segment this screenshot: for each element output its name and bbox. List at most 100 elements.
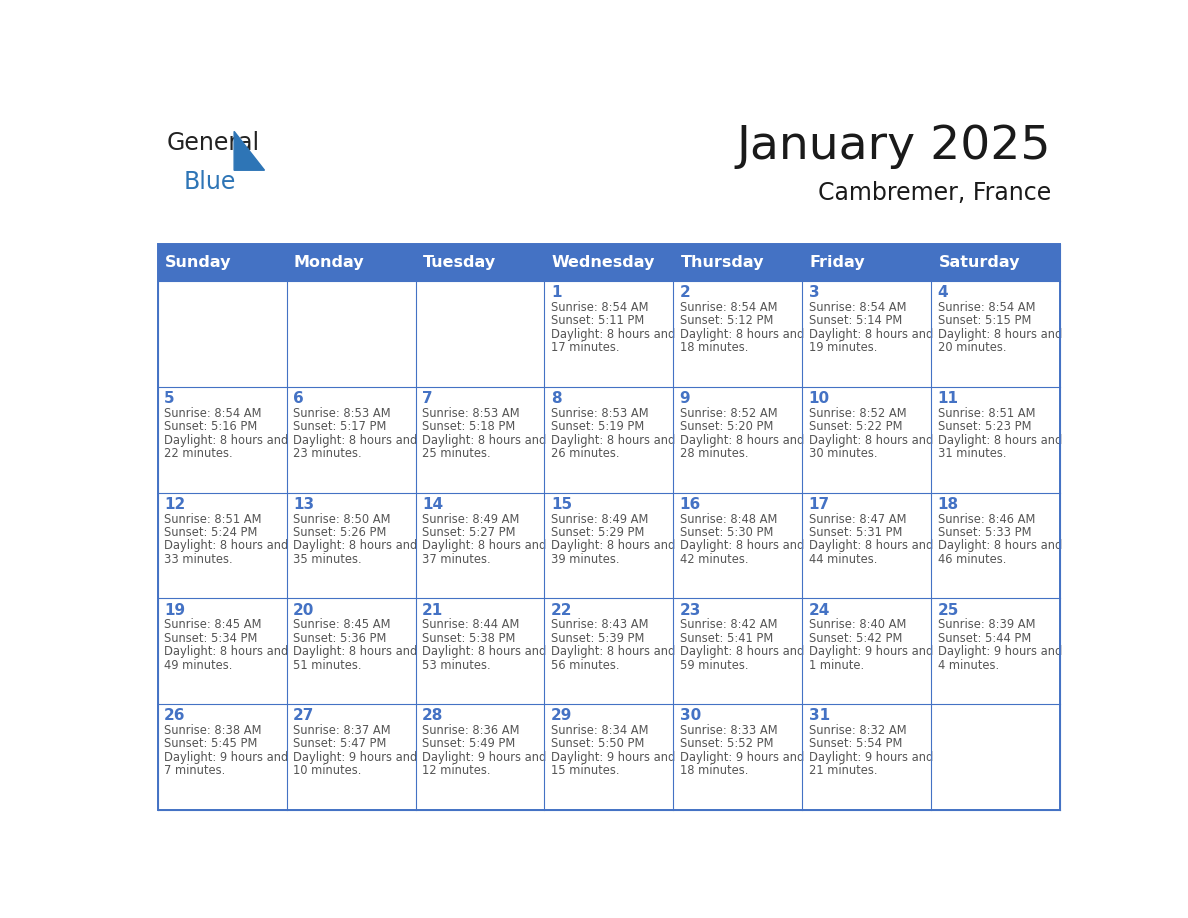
Text: 4: 4 (937, 285, 948, 300)
Text: Sunrise: 8:38 AM: Sunrise: 8:38 AM (164, 724, 261, 737)
Text: 20 minutes.: 20 minutes. (937, 341, 1006, 354)
Text: 21: 21 (422, 603, 443, 618)
Text: Sunrise: 8:43 AM: Sunrise: 8:43 AM (551, 618, 649, 632)
Text: Sunset: 5:20 PM: Sunset: 5:20 PM (680, 420, 773, 433)
Text: Daylight: 8 hours and: Daylight: 8 hours and (809, 433, 933, 447)
Text: 12: 12 (164, 497, 185, 512)
Text: Sunset: 5:39 PM: Sunset: 5:39 PM (551, 632, 644, 644)
Text: Sunrise: 8:42 AM: Sunrise: 8:42 AM (680, 618, 777, 632)
Text: Sunrise: 8:33 AM: Sunrise: 8:33 AM (680, 724, 777, 737)
Polygon shape (234, 131, 265, 170)
Text: Sunset: 5:33 PM: Sunset: 5:33 PM (937, 526, 1031, 539)
Text: 31 minutes.: 31 minutes. (937, 447, 1006, 460)
Text: Daylight: 8 hours and: Daylight: 8 hours and (937, 328, 1062, 341)
Text: General: General (166, 131, 260, 155)
Text: Sunrise: 8:49 AM: Sunrise: 8:49 AM (422, 512, 519, 525)
Text: 22: 22 (551, 603, 573, 618)
Text: 22 minutes.: 22 minutes. (164, 447, 233, 460)
Text: Sunset: 5:30 PM: Sunset: 5:30 PM (680, 526, 773, 539)
Text: 7: 7 (422, 391, 432, 406)
Text: 7 minutes.: 7 minutes. (164, 765, 226, 778)
Text: 14: 14 (422, 497, 443, 512)
Text: Sunset: 5:42 PM: Sunset: 5:42 PM (809, 632, 902, 644)
Text: Daylight: 8 hours and: Daylight: 8 hours and (551, 328, 675, 341)
Text: Sunrise: 8:54 AM: Sunrise: 8:54 AM (164, 407, 261, 420)
Text: Sunrise: 8:54 AM: Sunrise: 8:54 AM (937, 301, 1035, 314)
Text: 15: 15 (551, 497, 571, 512)
Text: 18 minutes.: 18 minutes. (680, 765, 748, 778)
Text: 5: 5 (164, 391, 175, 406)
Text: Sunrise: 8:45 AM: Sunrise: 8:45 AM (164, 618, 261, 632)
Text: 17 minutes.: 17 minutes. (551, 341, 619, 354)
Text: Sunset: 5:12 PM: Sunset: 5:12 PM (680, 315, 773, 328)
Text: Sunset: 5:22 PM: Sunset: 5:22 PM (809, 420, 902, 433)
Text: Daylight: 8 hours and: Daylight: 8 hours and (422, 645, 546, 658)
Text: Daylight: 9 hours and: Daylight: 9 hours and (293, 751, 417, 764)
Text: 1: 1 (551, 285, 562, 300)
Text: 19 minutes.: 19 minutes. (809, 341, 877, 354)
Text: Daylight: 8 hours and: Daylight: 8 hours and (164, 645, 289, 658)
Text: Sunset: 5:41 PM: Sunset: 5:41 PM (680, 632, 773, 644)
Text: Monday: Monday (293, 255, 365, 270)
Text: Daylight: 8 hours and: Daylight: 8 hours and (164, 433, 289, 447)
Text: 19: 19 (164, 603, 185, 618)
Text: Sunset: 5:26 PM: Sunset: 5:26 PM (293, 526, 386, 539)
Text: Daylight: 9 hours and: Daylight: 9 hours and (164, 751, 289, 764)
Text: 59 minutes.: 59 minutes. (680, 658, 748, 672)
Text: Sunrise: 8:36 AM: Sunrise: 8:36 AM (422, 724, 519, 737)
Text: 30 minutes.: 30 minutes. (809, 447, 877, 460)
Text: Sunset: 5:36 PM: Sunset: 5:36 PM (293, 632, 386, 644)
Text: Daylight: 9 hours and: Daylight: 9 hours and (680, 751, 804, 764)
Text: Sunset: 5:52 PM: Sunset: 5:52 PM (680, 737, 773, 750)
Text: Daylight: 8 hours and: Daylight: 8 hours and (293, 433, 417, 447)
Text: 13: 13 (293, 497, 314, 512)
Text: Sunrise: 8:53 AM: Sunrise: 8:53 AM (293, 407, 391, 420)
Text: 12 minutes.: 12 minutes. (422, 765, 491, 778)
Text: Saturday: Saturday (939, 255, 1020, 270)
Text: 2: 2 (680, 285, 690, 300)
Text: Sunrise: 8:48 AM: Sunrise: 8:48 AM (680, 512, 777, 525)
Text: 49 minutes.: 49 minutes. (164, 658, 233, 672)
Text: Sunrise: 8:54 AM: Sunrise: 8:54 AM (680, 301, 777, 314)
Text: Sunset: 5:15 PM: Sunset: 5:15 PM (937, 315, 1031, 328)
Text: Daylight: 8 hours and: Daylight: 8 hours and (680, 433, 804, 447)
Text: 23: 23 (680, 603, 701, 618)
Text: Daylight: 8 hours and: Daylight: 8 hours and (937, 540, 1062, 553)
Text: Daylight: 9 hours and: Daylight: 9 hours and (551, 751, 675, 764)
Text: Sunset: 5:14 PM: Sunset: 5:14 PM (809, 315, 902, 328)
Text: Sunset: 5:11 PM: Sunset: 5:11 PM (551, 315, 644, 328)
Text: Sunrise: 8:54 AM: Sunrise: 8:54 AM (551, 301, 649, 314)
Text: Sunrise: 8:53 AM: Sunrise: 8:53 AM (422, 407, 519, 420)
Text: Thursday: Thursday (681, 255, 764, 270)
Text: Sunrise: 8:51 AM: Sunrise: 8:51 AM (164, 512, 261, 525)
Text: 16: 16 (680, 497, 701, 512)
Text: 46 minutes.: 46 minutes. (937, 553, 1006, 565)
Text: 44 minutes.: 44 minutes. (809, 553, 877, 565)
Text: Sunset: 5:27 PM: Sunset: 5:27 PM (422, 526, 516, 539)
Text: 28: 28 (422, 709, 443, 723)
Text: Wednesday: Wednesday (551, 255, 655, 270)
Text: January 2025: January 2025 (737, 124, 1051, 169)
Text: 11: 11 (937, 391, 959, 406)
Text: 10: 10 (809, 391, 829, 406)
Text: 33 minutes.: 33 minutes. (164, 553, 233, 565)
Text: 39 minutes.: 39 minutes. (551, 553, 619, 565)
Text: Sunset: 5:49 PM: Sunset: 5:49 PM (422, 737, 516, 750)
Text: Sunset: 5:29 PM: Sunset: 5:29 PM (551, 526, 644, 539)
Text: Sunset: 5:47 PM: Sunset: 5:47 PM (293, 737, 386, 750)
Text: Daylight: 8 hours and: Daylight: 8 hours and (809, 540, 933, 553)
Text: Sunrise: 8:45 AM: Sunrise: 8:45 AM (293, 618, 391, 632)
Text: 28 minutes.: 28 minutes. (680, 447, 748, 460)
Text: Sunrise: 8:37 AM: Sunrise: 8:37 AM (293, 724, 391, 737)
Text: Sunrise: 8:49 AM: Sunrise: 8:49 AM (551, 512, 649, 525)
Text: 1 minute.: 1 minute. (809, 658, 864, 672)
Text: Daylight: 8 hours and: Daylight: 8 hours and (293, 540, 417, 553)
Text: Daylight: 8 hours and: Daylight: 8 hours and (164, 540, 289, 553)
Text: 25 minutes.: 25 minutes. (422, 447, 491, 460)
Text: Sunrise: 8:50 AM: Sunrise: 8:50 AM (293, 512, 391, 525)
Text: Sunset: 5:18 PM: Sunset: 5:18 PM (422, 420, 516, 433)
Text: Sunrise: 8:47 AM: Sunrise: 8:47 AM (809, 512, 906, 525)
Text: Sunrise: 8:39 AM: Sunrise: 8:39 AM (937, 618, 1035, 632)
Text: Sunrise: 8:46 AM: Sunrise: 8:46 AM (937, 512, 1035, 525)
Text: Daylight: 8 hours and: Daylight: 8 hours and (937, 433, 1062, 447)
